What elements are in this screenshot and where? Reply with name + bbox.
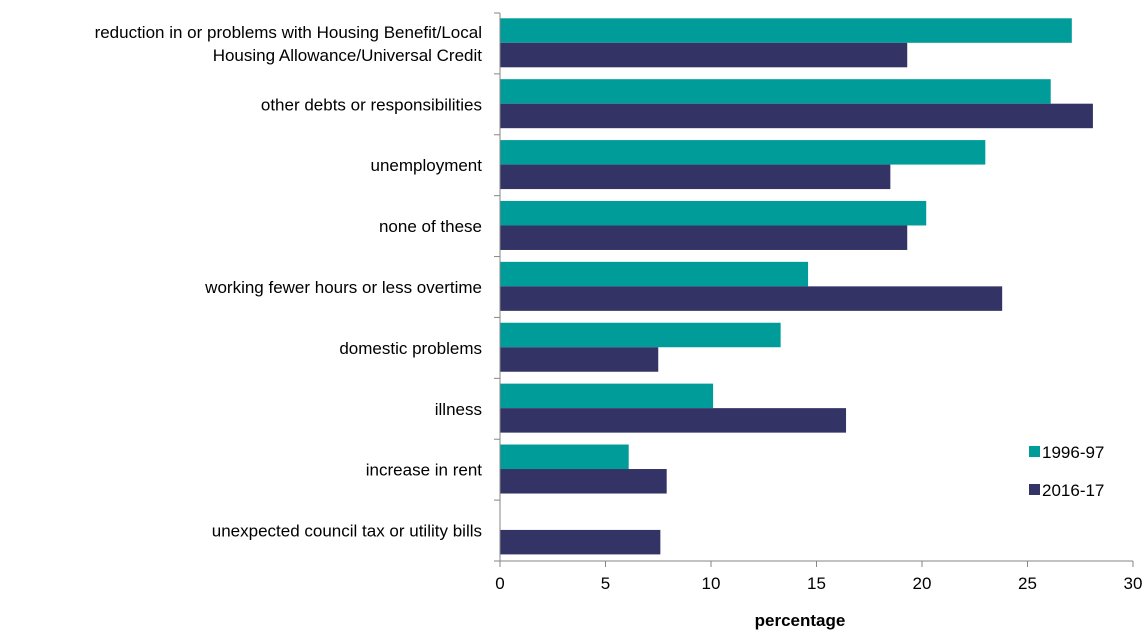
x-tick-label: 30: [1124, 574, 1143, 593]
category-label: none of these: [379, 217, 482, 236]
bar-1996-97-2: [500, 79, 1051, 104]
bar-2016-17-7: [500, 408, 847, 433]
bar-2016-17-6: [500, 347, 659, 372]
x-tick-label: 5: [601, 574, 610, 593]
bar-1996-97-1: [500, 18, 1072, 43]
bar-2016-17-5: [500, 286, 1003, 311]
category-label: unexpected council tax or utility bills: [212, 522, 482, 541]
category-label: increase in rent: [366, 461, 483, 480]
x-tick-label: 15: [807, 574, 826, 593]
category-labels: reduction in or problems with Housing Be…: [95, 23, 483, 541]
category-label: illness: [435, 400, 482, 419]
bar-1996-97-4: [500, 200, 927, 226]
bar-1996-97-7: [500, 383, 714, 409]
category-label: domestic problems: [339, 339, 482, 358]
x-axis-title: percentage: [755, 611, 846, 630]
x-tick-label: 0: [495, 574, 504, 593]
category-label: Housing Allowance/Universal Credit: [213, 46, 483, 65]
legend-swatch-1996-97: [1029, 446, 1040, 457]
legend-label-1996-97: 1996-97: [1042, 443, 1104, 462]
x-tick-label: 20: [913, 574, 932, 593]
x-tick-label: 10: [702, 574, 721, 593]
bar-2016-17-8: [500, 469, 667, 494]
bar-1996-97-3: [500, 140, 986, 165]
bar-2016-17-4: [500, 225, 908, 250]
bar-2016-17-9: [500, 529, 661, 555]
legend-label-2016-17: 2016-17: [1042, 481, 1104, 500]
bar-2016-17-2: [500, 103, 1093, 129]
bar-1996-97-6: [500, 322, 781, 348]
bar-1996-97-5: [500, 261, 809, 287]
legend-swatch-2016-17: [1029, 484, 1040, 495]
x-tick-label: 25: [1018, 574, 1037, 593]
bars-layer: [500, 18, 1093, 555]
category-label: reduction in or problems with Housing Be…: [95, 23, 482, 42]
category-label: working fewer hours or less overtime: [204, 278, 482, 297]
bar-2016-17-1: [500, 42, 908, 68]
bar-1996-97-8: [500, 444, 629, 470]
category-label: other debts or responsibilities: [261, 95, 482, 114]
bar-2016-17-3: [500, 164, 891, 190]
category-label: unemployment: [370, 156, 482, 175]
ticks-layer: 0 5 10 15 20 25 30: [494, 12, 1143, 593]
legend: 1996-97 2016-17: [1029, 443, 1104, 500]
